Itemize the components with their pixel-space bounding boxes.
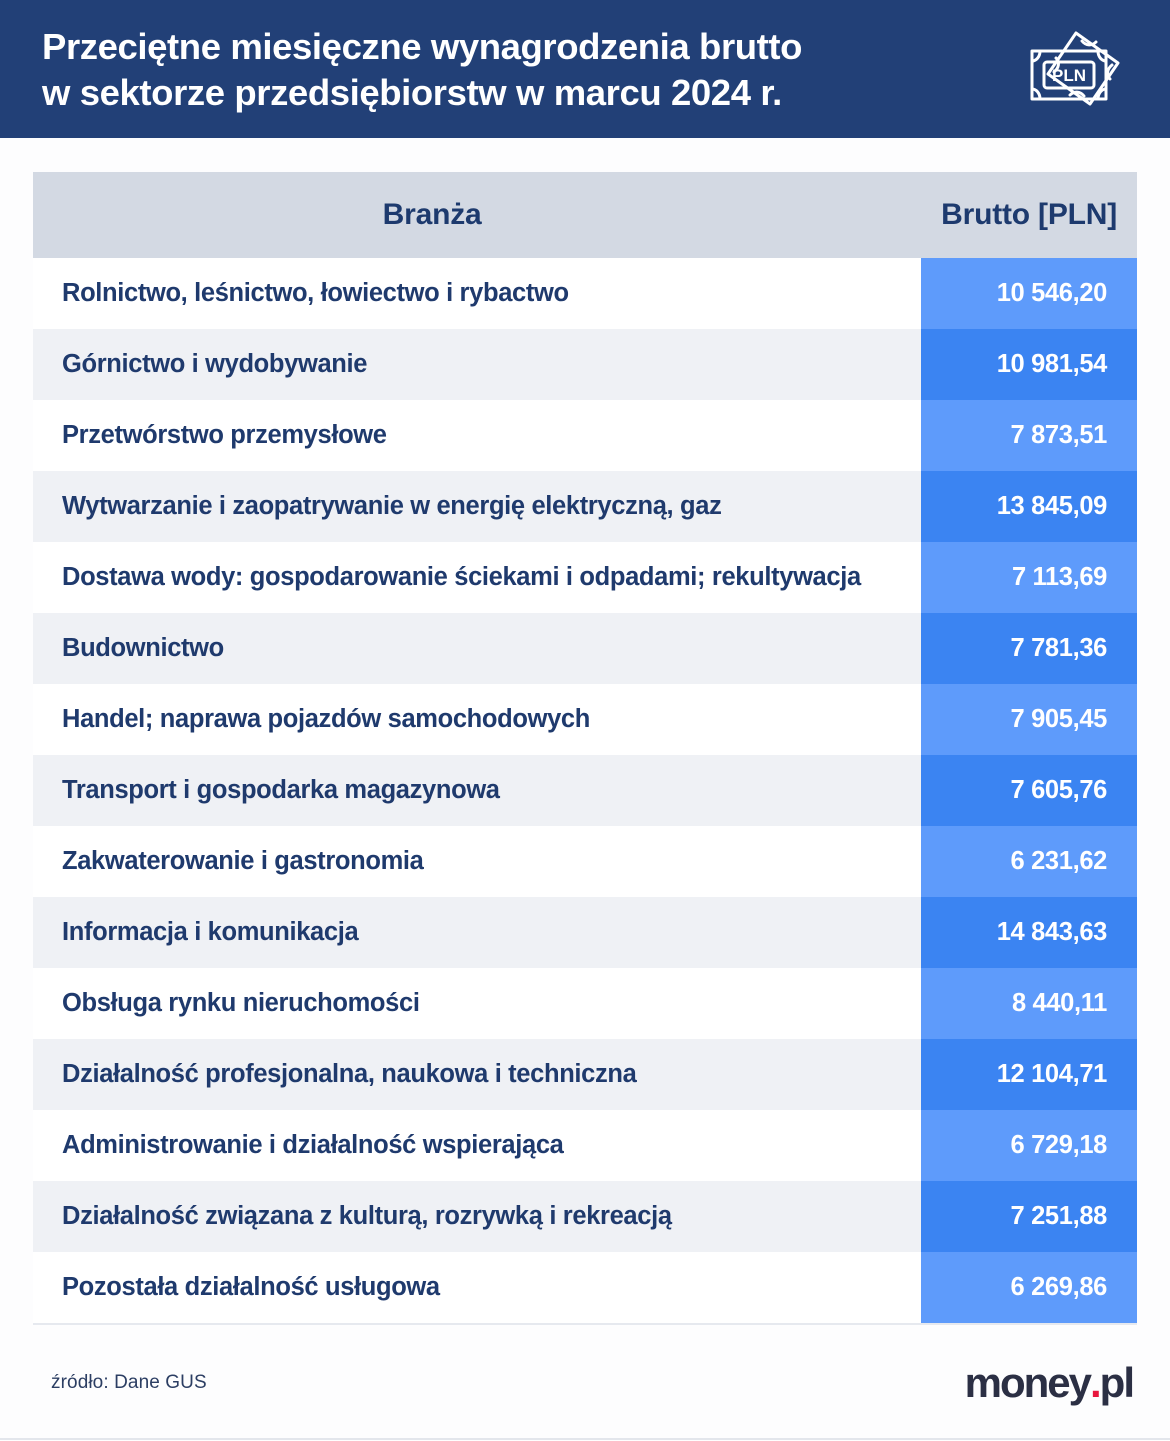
cell-value: 7 113,69 — [921, 542, 1137, 613]
cell-branch: Handel; naprawa pojazdów samochodowych — [33, 684, 922, 755]
cell-value: 10 981,54 — [921, 329, 1137, 400]
cell-value: 13 845,09 — [921, 471, 1137, 542]
header-band: Przeciętne miesięczne wynagrodzenia brut… — [0, 0, 1170, 138]
table-card: Branża Brutto [PLN] Rolnictwo, leśnictwo… — [33, 172, 1137, 1323]
cell-branch: Rolnictwo, leśnictwo, łowiectwo i rybact… — [33, 258, 922, 329]
table-row: Administrowanie i działalność wspierając… — [33, 1110, 1137, 1181]
cell-value: 8 440,11 — [921, 968, 1137, 1039]
table-header: Branża Brutto [PLN] — [33, 172, 1137, 258]
table-body: Rolnictwo, leśnictwo, łowiectwo i rybact… — [33, 258, 1137, 1323]
table-row: Górnictwo i wydobywanie 10 981,54 — [33, 329, 1137, 400]
page-title: Przeciętne miesięczne wynagrodzenia brut… — [42, 26, 803, 113]
money-pl-logo[interactable]: money. pl — [965, 1362, 1137, 1404]
table-row: Pozostała działalność usługowa 6 269,86 — [33, 1252, 1137, 1323]
cell-branch: Informacja i komunikacja — [33, 897, 922, 968]
logo-main-text: money — [964, 1359, 1092, 1406]
pln-icon-label: PLN — [1052, 66, 1086, 85]
cell-value: 6 729,18 — [921, 1110, 1137, 1181]
cell-branch: Administrowanie i działalność wspierając… — [33, 1110, 922, 1181]
table-row: Obsługa rynku nieruchomości 8 440,11 — [33, 968, 1137, 1039]
logo-dot: . — [1090, 1359, 1102, 1406]
column-header-branch: Branża — [33, 172, 922, 258]
cell-branch: Pozostała działalność usługowa — [33, 1252, 922, 1323]
cell-branch: Dostawa wody: gospodarowanie ściekami i … — [33, 542, 922, 613]
cell-value: 10 546,20 — [921, 258, 1137, 329]
cell-value: 7 781,36 — [921, 613, 1137, 684]
cell-value: 6 231,62 — [921, 826, 1137, 897]
table-row: Transport i gospodarka magazynowa 7 605,7… — [33, 755, 1137, 826]
table-row: Działalność profesjonalna, naukowa i tec… — [33, 1039, 1137, 1110]
cell-value: 7 251,88 — [921, 1181, 1137, 1252]
logo-suffix-text: pl — [1099, 1359, 1135, 1406]
cell-value: 7 905,45 — [921, 684, 1137, 755]
table-row: Zakwaterowanie i gastronomia 6 231,62 — [33, 826, 1137, 897]
cell-branch: Działalność związana z kulturą, rozrywką… — [33, 1181, 922, 1252]
cell-branch: Działalność profesjonalna, naukowa i tec… — [33, 1039, 922, 1110]
cell-branch: Zakwaterowanie i gastronomia — [33, 826, 922, 897]
salary-table: Branża Brutto [PLN] Rolnictwo, leśnictwo… — [33, 172, 1137, 1323]
table-row: Informacja i komunikacja 14 843,63 — [33, 897, 1137, 968]
table-row: Działalność związana z kulturą, rozrywką… — [33, 1181, 1137, 1252]
cell-branch: Górnictwo i wydobywanie — [33, 329, 922, 400]
cell-value: 7 873,51 — [921, 400, 1137, 471]
table-header-row: Branża Brutto [PLN] — [33, 172, 1137, 258]
table-row: Handel; naprawa pojazdów samochodowych 7 … — [33, 684, 1137, 755]
cell-branch: Transport i gospodarka magazynowa — [33, 755, 922, 826]
source-note: źródło: Dane GUS — [51, 1372, 207, 1393]
cell-value: 12 104,71 — [921, 1039, 1137, 1110]
cell-value: 7 605,76 — [921, 755, 1137, 826]
table-row: Przetwórstwo przemysłowe 7 873,51 — [33, 400, 1137, 471]
cell-value: 6 269,86 — [921, 1252, 1137, 1323]
banknotes-pln-icon: PLN — [1018, 21, 1126, 117]
cell-branch: Obsługa rynku nieruchomości — [33, 968, 922, 1039]
cell-branch: Przetwórstwo przemysłowe — [33, 400, 922, 471]
table-row: Budownictwo 7 781,36 — [33, 613, 1137, 684]
cell-branch: Wytwarzanie i zaopatrywanie w energię el… — [33, 471, 922, 542]
column-header-value: Brutto [PLN] — [921, 172, 1137, 258]
cell-branch: Budownictwo — [33, 613, 922, 684]
footer: źródło: Dane GUS money. pl — [33, 1323, 1137, 1441]
table-row: Dostawa wody: gospodarowanie ściekami i … — [33, 542, 1137, 613]
cell-value: 14 843,63 — [921, 897, 1137, 968]
table-row: Rolnictwo, leśnictwo, łowiectwo i rybact… — [33, 258, 1137, 329]
table-row: Wytwarzanie i zaopatrywanie w energię el… — [33, 471, 1137, 542]
